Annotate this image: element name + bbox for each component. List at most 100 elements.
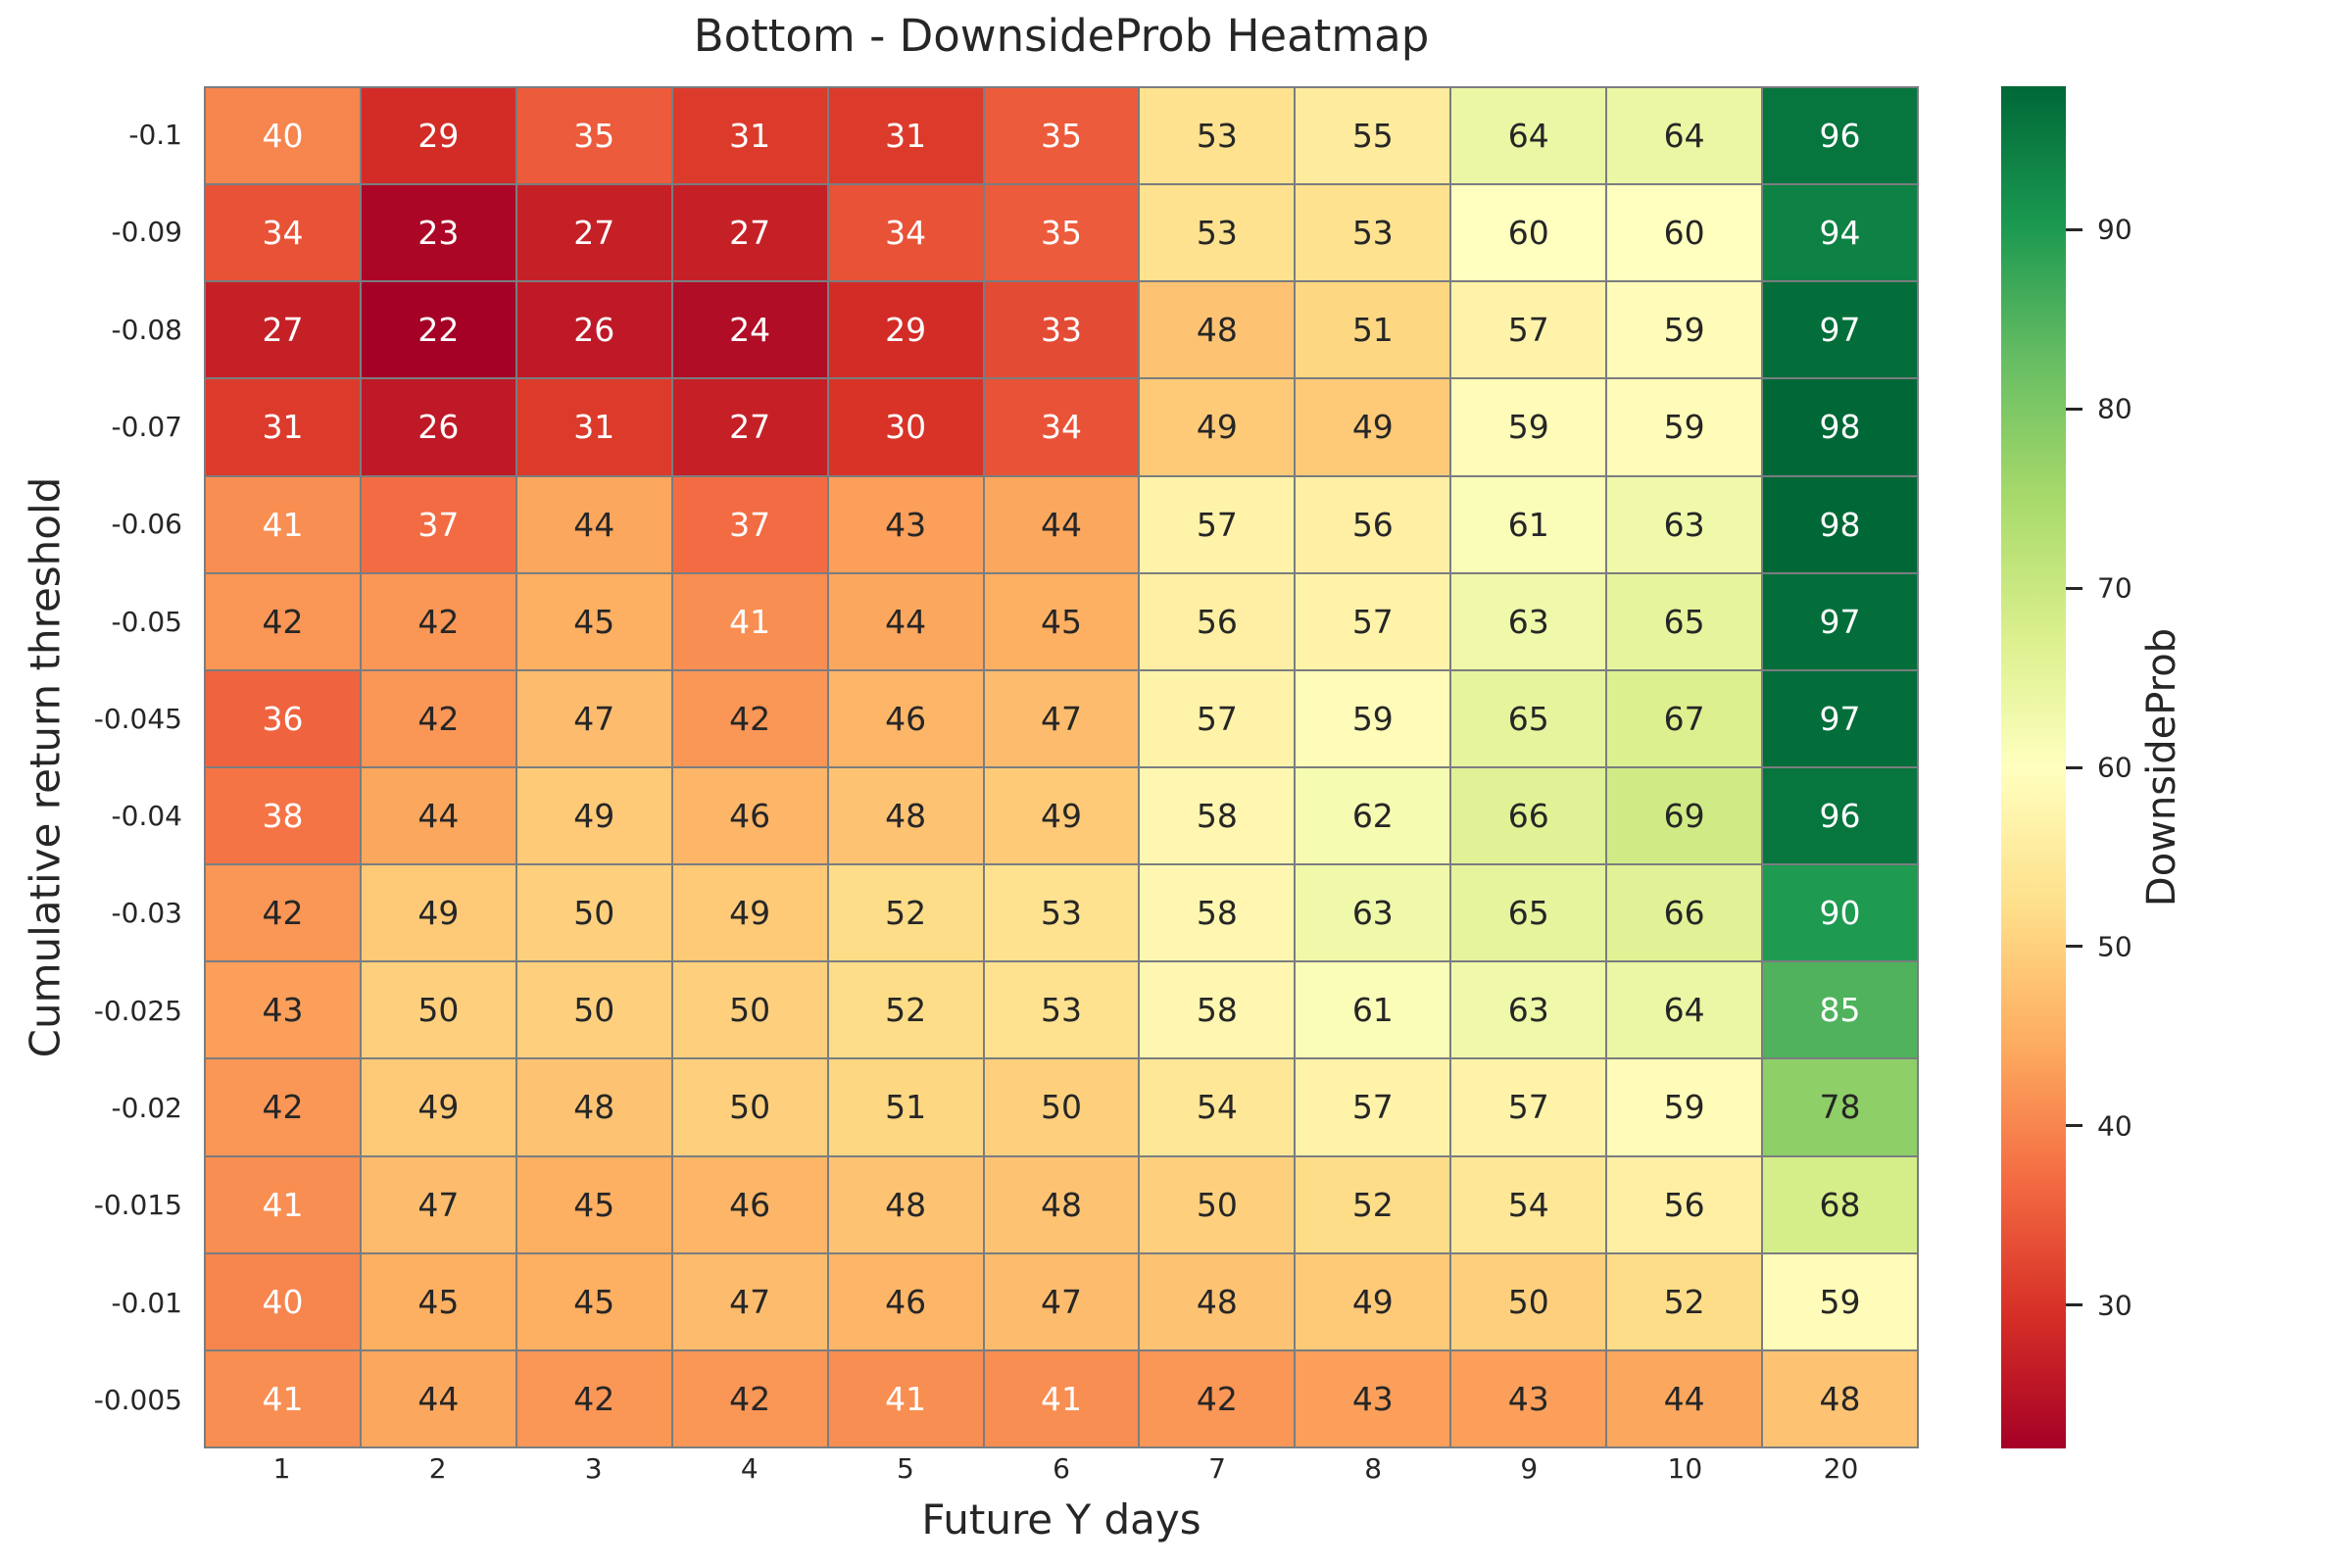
heatmap-cell: 59 [1763,1253,1917,1349]
heatmap-cell: 27 [516,185,671,281]
x-tick-label: 20 [1823,1452,1859,1485]
heatmap-cell: 50 [672,962,827,1058]
heatmap-cell: 61 [1451,476,1606,572]
heatmap-cell: 42 [206,573,360,669]
colorbar-tick-label: 50 [2097,930,2132,963]
heatmap-cell: 35 [984,88,1139,184]
heatmap-cell: 31 [206,379,360,475]
heatmap-cell: 47 [516,670,671,766]
heatmap-cell: 45 [984,573,1139,669]
heatmap-cell: 57 [1451,1059,1606,1155]
heatmap-cell: 51 [1296,282,1450,378]
heatmap-cell: 33 [984,282,1139,378]
heatmap-cell: 50 [516,865,671,961]
heatmap-cell: 30 [828,379,983,475]
heatmap-cell: 45 [361,1253,515,1349]
heatmap-cell: 55 [1296,88,1450,184]
colorbar-gradient [2001,86,2066,1448]
heatmap-cell: 53 [984,865,1139,961]
y-tick-label: -0.015 [93,1189,182,1222]
heatmap-cell: 40 [206,1253,360,1349]
heatmap-cell: 48 [828,1156,983,1252]
heatmap-cell: 57 [1140,476,1295,572]
heatmap-cell: 42 [672,1350,827,1446]
heatmap-cell: 42 [206,1059,360,1155]
heatmap-cell: 29 [828,282,983,378]
heatmap-cell: 45 [516,1253,671,1349]
heatmap-cell: 96 [1763,768,1917,864]
colorbar-tick-label: 30 [2097,1289,2132,1322]
heatmap-cell: 85 [1763,962,1917,1058]
heatmap-cell: 59 [1296,670,1450,766]
heatmap-cell: 64 [1607,962,1762,1058]
x-tick-label: 6 [1053,1452,1070,1485]
heatmap-cell: 57 [1451,282,1606,378]
y-axis-tick-labels: -0.1 -0.09 -0.08 -0.07 -0.06 -0.05 -0.045 -0.04… [0,86,182,1448]
heatmap-cell: 45 [516,1156,671,1252]
heatmap-cell: 58 [1140,865,1295,961]
colorbar-tick-label: 40 [2097,1109,2132,1143]
heatmap-grid: 40 29 35 31 31 35 53 55 64 64 96 34 23 27 27 34 35 53 53 60… [204,86,1919,1448]
heatmap-cell: 26 [361,379,515,475]
heatmap-cell: 37 [672,476,827,572]
heatmap-cell: 42 [361,573,515,669]
heatmap-cell: 29 [361,88,515,184]
heatmap-cell: 63 [1451,573,1606,669]
heatmap-cell: 63 [1296,865,1450,961]
heatmap-cell: 66 [1607,865,1762,961]
heatmap-cell: 94 [1763,185,1917,281]
heatmap-cell: 34 [828,185,983,281]
heatmap-cell: 31 [516,379,671,475]
heatmap-cell: 41 [206,476,360,572]
heatmap-cell: 54 [1140,1059,1295,1155]
y-tick-label: -0.04 [111,800,182,833]
colorbar-tick-label: 60 [2097,751,2132,784]
heatmap-cell: 47 [672,1253,827,1349]
x-tick-label: 10 [1667,1452,1703,1485]
heatmap-cell: 60 [1451,185,1606,281]
heatmap-cell: 35 [516,88,671,184]
heatmap-cell: 97 [1763,573,1917,669]
heatmap-cell: 63 [1607,476,1762,572]
heatmap-cell: 56 [1296,476,1450,572]
heatmap-cell: 48 [1140,282,1295,378]
y-tick-label: -0.09 [111,216,182,249]
x-tick-label: 5 [896,1452,914,1485]
y-tick-label: -0.07 [111,410,182,443]
heatmap-cell: 43 [1296,1350,1450,1446]
y-tick-label: -0.01 [111,1286,182,1319]
x-tick-label: 1 [272,1452,291,1485]
heatmap-cell: 56 [1140,573,1295,669]
heatmap-cell: 98 [1763,379,1917,475]
x-tick-label: 3 [584,1452,603,1485]
y-tick-label: -0.06 [111,508,182,541]
heatmap-cell: 58 [1140,962,1295,1058]
heatmap-cell: 69 [1607,768,1762,864]
heatmap-cell: 90 [1763,865,1917,961]
heatmap-cell: 41 [984,1350,1139,1446]
heatmap-cell: 41 [672,573,827,669]
heatmap-cell: 44 [361,768,515,864]
heatmap-cell: 36 [206,670,360,766]
colorbar-tick-mark [2066,227,2082,231]
heatmap-cell: 42 [672,670,827,766]
x-axis-label: Future Y days [921,1495,1201,1544]
heatmap-cell: 65 [1607,573,1762,669]
heatmap-cell: 44 [1607,1350,1762,1446]
heatmap-cell: 42 [206,865,360,961]
heatmap-cell: 23 [361,185,515,281]
heatmap-cell: 56 [1607,1156,1762,1252]
colorbar-tick-mark [2066,1124,2082,1128]
heatmap-cell: 52 [828,962,983,1058]
colorbar-tick-label: 90 [2097,213,2132,246]
heatmap-cell: 53 [1296,185,1450,281]
heatmap-cell: 46 [828,1253,983,1349]
heatmap-cell: 52 [828,865,983,961]
heatmap-cell: 49 [984,768,1139,864]
heatmap-cell: 50 [984,1059,1139,1155]
heatmap-cell: 59 [1607,1059,1762,1155]
heatmap-cell: 64 [1607,88,1762,184]
heatmap-cell: 42 [516,1350,671,1446]
heatmap-cell: 67 [1607,670,1762,766]
y-tick-label: -0.005 [93,1383,182,1416]
